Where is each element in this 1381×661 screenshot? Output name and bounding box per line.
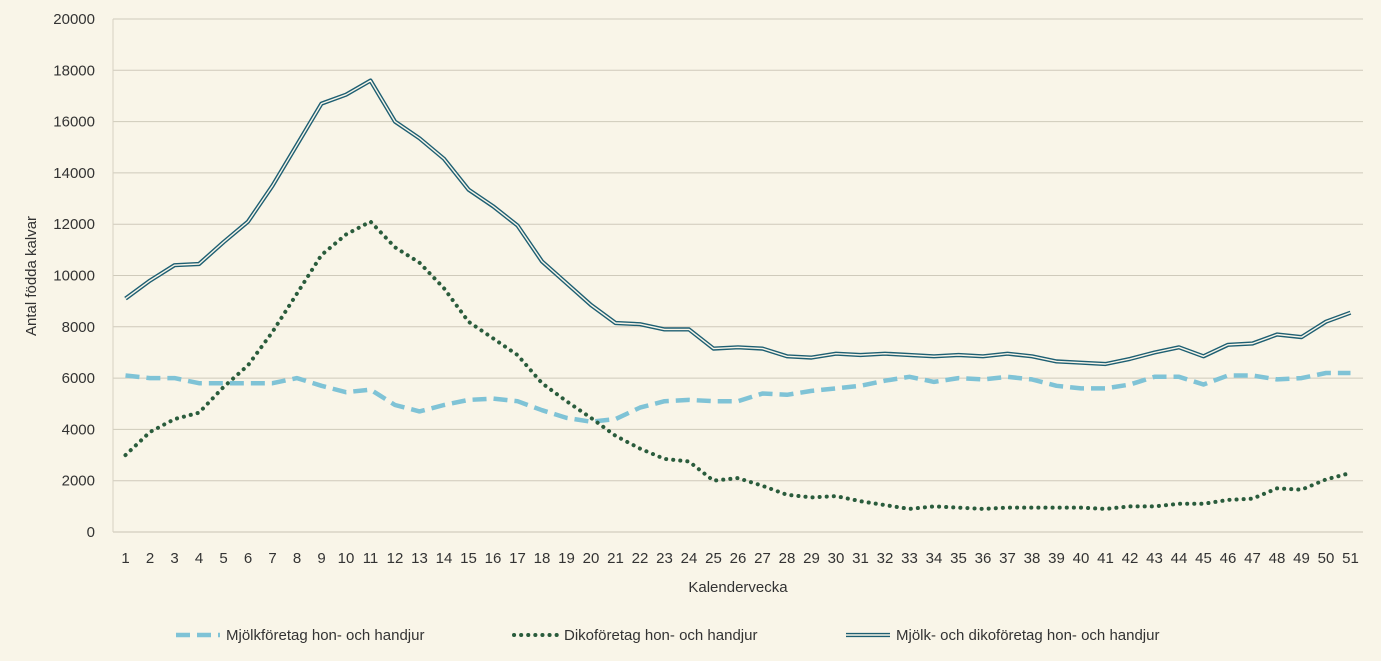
x-axis bbox=[112, 19, 1363, 533]
x-tick-label: 47 bbox=[1244, 550, 1261, 567]
x-tick-label: 29 bbox=[803, 550, 820, 567]
x-tick-label: 11 bbox=[363, 550, 379, 567]
y-tick-label: 18000 bbox=[53, 62, 95, 79]
x-tick-label: 2 bbox=[146, 550, 154, 567]
x-tick-label: 48 bbox=[1269, 550, 1286, 567]
y-axis-title: Antal födda kalvar bbox=[23, 216, 40, 336]
y-tick-label: 16000 bbox=[53, 114, 95, 131]
x-tick-label: 30 bbox=[828, 550, 845, 567]
y-tick-label: 10000 bbox=[53, 268, 95, 285]
x-tick-label: 35 bbox=[950, 550, 967, 567]
x-tick-label: 10 bbox=[338, 550, 355, 567]
legend-item: Dikoföretag hon- och handjur bbox=[512, 627, 757, 644]
legend-label: Mjölk- och dikoföretag hon- och handjur bbox=[896, 627, 1159, 644]
x-tick-label: 49 bbox=[1293, 550, 1310, 567]
legend: Mjölkföretag hon- och handjur Dikoföretag… bbox=[176, 627, 1159, 644]
x-tick-label: 5 bbox=[219, 550, 227, 567]
x-axis-ticks: 1 2 3 4 5 6 7 8 9 10 11 12 13 14 15 16 17 18 19 20 21 22 23 24 2… bbox=[121, 550, 1359, 567]
legend-item: Mjölk- och dikoföretag hon- och handjur bbox=[846, 627, 1159, 644]
legend-label: Mjölkföretag hon- och handjur bbox=[226, 627, 424, 644]
x-tick-label: 28 bbox=[779, 550, 796, 567]
x-tick-label: 45 bbox=[1195, 550, 1212, 567]
x-tick-label: 36 bbox=[975, 550, 992, 567]
x-tick-label: 8 bbox=[293, 550, 301, 567]
x-tick-label: 15 bbox=[460, 550, 477, 567]
x-tick-label: 13 bbox=[411, 550, 428, 567]
x-tick-label: 32 bbox=[877, 550, 894, 567]
x-tick-label: 19 bbox=[558, 550, 575, 567]
x-tick-label: 38 bbox=[1024, 550, 1041, 567]
x-tick-label: 17 bbox=[509, 550, 526, 567]
series-1 bbox=[125, 370, 1351, 424]
y-tick-label: 8000 bbox=[62, 319, 95, 336]
x-tick-label: 24 bbox=[681, 550, 698, 567]
x-tick-label: 20 bbox=[583, 550, 600, 567]
x-tick-label: 40 bbox=[1073, 550, 1090, 567]
x-tick-label: 12 bbox=[387, 550, 404, 567]
x-tick-label: 37 bbox=[999, 550, 1016, 567]
series-3 bbox=[124, 78, 1352, 367]
series-2 bbox=[123, 219, 1353, 511]
x-tick-label: 7 bbox=[268, 550, 276, 567]
x-tick-label: 3 bbox=[170, 550, 178, 567]
x-tick-label: 14 bbox=[436, 550, 453, 567]
x-axis-title: Kalendervecka bbox=[688, 579, 788, 596]
legend-item: Mjölkföretag hon- och handjur bbox=[176, 627, 424, 644]
y-tick-label: 0 bbox=[87, 524, 95, 541]
series-line-dotted bbox=[123, 219, 1353, 511]
x-tick-label: 16 bbox=[485, 550, 502, 567]
y-tick-label: 6000 bbox=[62, 370, 95, 387]
x-tick-label: 4 bbox=[195, 550, 203, 567]
y-tick-label: 12000 bbox=[53, 216, 95, 233]
x-tick-label: 50 bbox=[1318, 550, 1335, 567]
x-tick-label: 34 bbox=[926, 550, 943, 567]
x-tick-label: 41 bbox=[1097, 550, 1114, 567]
x-tick-label: 42 bbox=[1122, 550, 1139, 567]
series-line-dashed bbox=[125, 370, 1351, 424]
x-tick-label: 21 bbox=[607, 550, 624, 567]
x-tick-label: 44 bbox=[1171, 550, 1188, 567]
gridlines bbox=[113, 18, 1363, 482]
x-tick-label: 46 bbox=[1220, 550, 1237, 567]
x-tick-label: 26 bbox=[730, 550, 747, 567]
legend-label: Dikoföretag hon- och handjur bbox=[564, 627, 757, 644]
x-tick-label: 6 bbox=[244, 550, 252, 567]
x-tick-label: 33 bbox=[901, 550, 918, 567]
x-tick-label: 18 bbox=[534, 550, 551, 567]
x-tick-label: 9 bbox=[317, 550, 325, 567]
x-tick-label: 31 bbox=[852, 550, 869, 567]
x-tick-label: 51 bbox=[1342, 550, 1359, 567]
series-lines bbox=[123, 78, 1353, 511]
x-tick-label: 22 bbox=[632, 550, 649, 567]
y-tick-label: 2000 bbox=[62, 473, 95, 490]
series-line-double-inner bbox=[125, 79, 1351, 365]
x-tick-label: 23 bbox=[656, 550, 673, 567]
x-tick-label: 43 bbox=[1146, 550, 1163, 567]
x-tick-label: 1 bbox=[121, 550, 129, 567]
y-tick-label: 4000 bbox=[62, 421, 95, 438]
x-tick-label: 39 bbox=[1048, 550, 1065, 567]
x-tick-label: 27 bbox=[754, 550, 771, 567]
y-tick-label: 20000 bbox=[53, 11, 95, 28]
y-axis-ticks: 0 2000 4000 6000 8000 10000 12000 14000 16000 180… bbox=[53, 11, 95, 541]
y-tick-label: 14000 bbox=[53, 165, 95, 182]
x-tick-label: 25 bbox=[705, 550, 722, 567]
